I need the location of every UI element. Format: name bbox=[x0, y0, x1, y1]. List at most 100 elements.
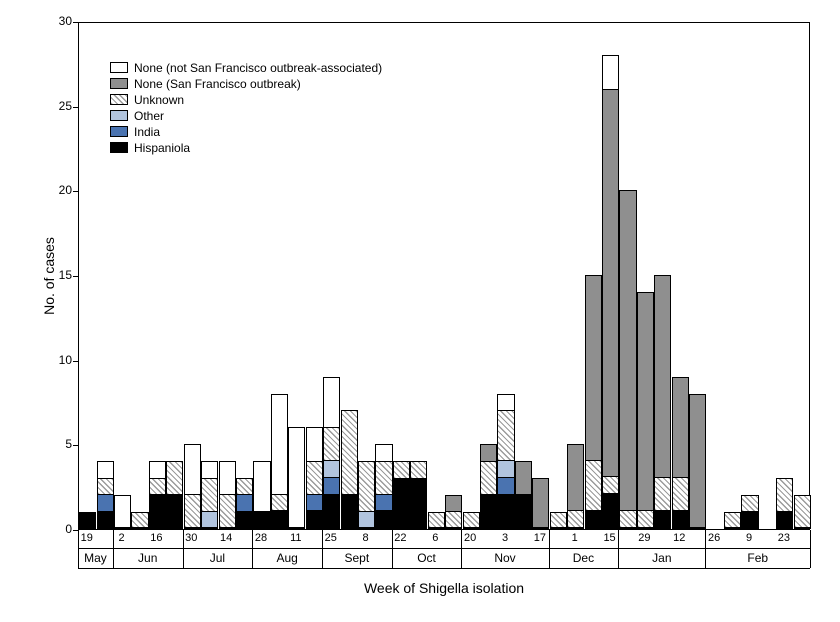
bar-segment-none_sf bbox=[690, 395, 705, 528]
legend-item-none_sf: None (San Francisco outbreak) bbox=[110, 76, 382, 91]
x-week-label: 8 bbox=[356, 532, 376, 544]
bar-segment-unknown bbox=[464, 513, 479, 528]
legend-label: Unknown bbox=[134, 93, 184, 107]
bar-stack bbox=[323, 377, 340, 529]
legend-label: Other bbox=[134, 109, 164, 123]
bar-segment-none_sf bbox=[638, 293, 653, 511]
bar-segment-unknown bbox=[150, 479, 165, 495]
bar-segment-none_sf bbox=[673, 378, 688, 478]
bar-segment-unknown bbox=[603, 477, 618, 494]
bar-segment-hispaniola bbox=[655, 511, 670, 528]
bar-segment-hispaniola bbox=[481, 495, 496, 528]
bar-stack bbox=[724, 512, 741, 529]
x-week-label: 11 bbox=[286, 532, 306, 544]
bar-segment-other bbox=[498, 461, 513, 478]
x-axis-label: Week of Shigella isolation bbox=[294, 580, 594, 596]
x-week-label: 29 bbox=[634, 532, 654, 544]
bar-segment-india bbox=[498, 478, 513, 495]
bar-stack bbox=[532, 478, 549, 529]
bar-segment-unknown bbox=[167, 462, 182, 495]
bar-segment-other bbox=[359, 512, 374, 528]
y-tick-label: 0 bbox=[48, 522, 72, 536]
x-week-label: 14 bbox=[216, 532, 236, 544]
bar-segment-india bbox=[376, 495, 391, 512]
x-week-label: 23 bbox=[774, 532, 794, 544]
bar-segment-none_not_sf bbox=[254, 462, 269, 511]
month-label: Dec bbox=[549, 551, 619, 565]
legend: None (not San Francisco outbreak-associa… bbox=[110, 60, 382, 156]
y-tick-mark bbox=[73, 191, 78, 192]
bar-segment-hispaniola bbox=[586, 511, 601, 528]
x-week-label: 6 bbox=[425, 532, 445, 544]
bar-stack bbox=[602, 55, 619, 529]
bar-segment-unknown bbox=[638, 511, 653, 528]
bar-stack bbox=[776, 478, 793, 529]
legend-swatch bbox=[110, 110, 128, 121]
bar-stack bbox=[480, 444, 497, 529]
bar-segment-unknown bbox=[202, 479, 217, 512]
bar-segment-india bbox=[98, 495, 113, 511]
bar-stack bbox=[463, 512, 480, 529]
bar-segment-none_not_sf bbox=[185, 445, 200, 495]
bar-segment-hispaniola bbox=[516, 495, 531, 528]
bar-segment-unknown bbox=[307, 462, 322, 495]
bar-segment-hispaniola bbox=[498, 495, 513, 528]
bar-stack bbox=[149, 461, 166, 529]
bar-segment-hispaniola bbox=[150, 495, 165, 528]
bar-stack bbox=[288, 427, 305, 529]
legend-swatch bbox=[110, 126, 128, 137]
bar-segment-hispaniola bbox=[324, 495, 339, 528]
x-week-label: 28 bbox=[251, 532, 271, 544]
bar-stack bbox=[131, 512, 148, 529]
bar-stack bbox=[794, 495, 811, 529]
bar-segment-none_sf bbox=[446, 496, 461, 512]
bar-stack bbox=[410, 461, 427, 529]
bar-stack bbox=[619, 190, 636, 529]
bar-stack bbox=[654, 275, 671, 529]
bar-stack bbox=[637, 292, 654, 529]
bar-stack bbox=[428, 512, 445, 529]
legend-label: None (San Francisco outbreak) bbox=[134, 77, 301, 91]
y-tick-mark bbox=[73, 22, 78, 23]
bar-segment-hispaniola bbox=[167, 495, 182, 528]
bar-segment-unknown bbox=[237, 479, 252, 495]
bar-segment-unknown bbox=[359, 462, 374, 511]
bar-segment-hispaniola bbox=[673, 511, 688, 528]
axis-frame-ext bbox=[810, 530, 811, 568]
y-tick-label: 15 bbox=[48, 268, 72, 282]
legend-item-unknown: Unknown bbox=[110, 92, 382, 107]
bar-segment-unknown bbox=[324, 428, 339, 461]
bar-segment-india bbox=[324, 478, 339, 495]
bar-segment-other bbox=[202, 512, 217, 528]
bar-segment-unknown bbox=[586, 461, 601, 511]
x-week-label: 3 bbox=[495, 532, 515, 544]
bar-stack bbox=[375, 444, 392, 529]
bar-segment-unknown bbox=[620, 511, 635, 528]
bar-segment-hispaniola bbox=[742, 512, 757, 528]
bar-segment-unknown bbox=[777, 479, 792, 512]
bar-segment-unknown bbox=[481, 462, 496, 495]
bar-segment-unknown bbox=[376, 462, 391, 495]
bar-segment-hispaniola bbox=[394, 479, 409, 528]
bar-stack bbox=[97, 461, 114, 529]
bar-stack bbox=[497, 394, 514, 529]
x-week-label: 26 bbox=[704, 532, 724, 544]
bar-segment-unknown bbox=[498, 411, 513, 461]
bar-segment-unknown bbox=[132, 513, 147, 528]
bar-segment-hispaniola bbox=[98, 512, 113, 528]
month-label: Jul bbox=[183, 551, 253, 565]
bar-segment-unknown bbox=[98, 479, 113, 495]
bar-segment-hispaniola bbox=[777, 512, 792, 528]
bar-segment-hispaniola bbox=[376, 511, 391, 528]
bar-segment-unknown bbox=[185, 495, 200, 528]
bar-stack bbox=[79, 512, 96, 529]
x-week-label: 25 bbox=[321, 532, 341, 544]
bar-stack bbox=[201, 461, 218, 529]
legend-item-hispaniola: Hispaniola bbox=[110, 140, 382, 155]
x-week-label: 16 bbox=[146, 532, 166, 544]
bar-segment-unknown bbox=[411, 462, 426, 478]
x-week-label: 15 bbox=[600, 532, 620, 544]
bar-segment-none_not_sf bbox=[324, 378, 339, 428]
y-tick-mark bbox=[73, 445, 78, 446]
bar-segment-unknown bbox=[742, 496, 757, 512]
